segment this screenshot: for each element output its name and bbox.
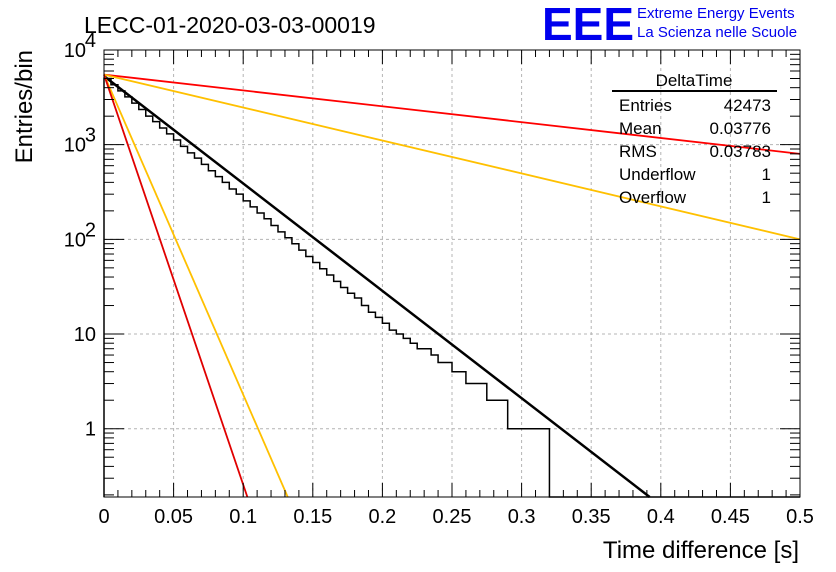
- stats-value: 1: [762, 165, 771, 184]
- fit-line: [103, 73, 801, 241]
- x-tick-label: 0.15: [293, 506, 332, 528]
- fit-line: [103, 74, 289, 498]
- chart-title: LECC-01-2020-03-03-00019: [84, 12, 376, 38]
- stats-value: 0.03776: [710, 119, 771, 138]
- x-tick-label: 0.25: [433, 506, 472, 528]
- eee-logo: EEE Extreme Energy Events La Scienza nel…: [542, 0, 797, 50]
- stats-label: Mean: [619, 119, 662, 138]
- stats-value: 0.03783: [710, 142, 771, 161]
- x-tick-label: 0.05: [154, 506, 193, 528]
- x-axis-label: Time difference [s]: [603, 537, 799, 564]
- y-tick-exponent: 4: [85, 30, 96, 52]
- stats-label: Underflow: [619, 165, 696, 184]
- y-tick-label: 10: [74, 324, 96, 346]
- y-tick-exponent: 3: [85, 125, 96, 147]
- fit-line: [103, 75, 651, 498]
- y-tick-label: 10: [64, 135, 86, 157]
- eee-logo-text: EEE: [542, 0, 634, 50]
- y-tick-label: 10: [64, 40, 86, 62]
- stats-box-title: DeltaTime: [656, 71, 733, 90]
- eee-logo-line1: Extreme Energy Events: [637, 5, 795, 22]
- stats-label: Overflow: [619, 188, 687, 207]
- eee-logo-line2: La Scienza nelle Scuole: [637, 24, 797, 41]
- grid: [104, 50, 800, 497]
- stats-label: RMS: [619, 142, 657, 161]
- y-tick-label: 1: [85, 419, 96, 441]
- y-tick-exponent: 2: [85, 219, 96, 241]
- fit-lines: [103, 73, 801, 498]
- fit-line: [103, 74, 249, 498]
- stats-value: 1: [762, 188, 771, 207]
- x-tick-label: 0.4: [647, 506, 675, 528]
- fit-line: [103, 73, 801, 155]
- stats-box: DeltaTime Entries 42473 Mean 0.03776 RMS 0.03…: [612, 71, 777, 207]
- x-tick-label: 0.2: [368, 506, 396, 528]
- x-tick-label: 0.35: [572, 506, 611, 528]
- x-tick-label: 0.3: [508, 506, 536, 528]
- x-axis: 0 0.05 0.1 0.15 0.2 0.25 0.3 0.35 0.4 0.45 0.5: [98, 50, 814, 528]
- y-axis-label: Entries/bin: [11, 50, 38, 163]
- x-tick-label: 0.45: [711, 506, 750, 528]
- y-tick-label: 10: [64, 229, 86, 251]
- stats-box-rows: Entries 42473 Mean 0.03776 RMS 0.03783 Underfl…: [619, 96, 771, 207]
- x-tick-label: 0.1: [229, 506, 257, 528]
- x-tick-label: 0: [98, 506, 109, 528]
- x-tick-label: 0.5: [786, 506, 814, 528]
- stats-label: Entries: [619, 96, 672, 115]
- stats-value: 42473: [724, 96, 771, 115]
